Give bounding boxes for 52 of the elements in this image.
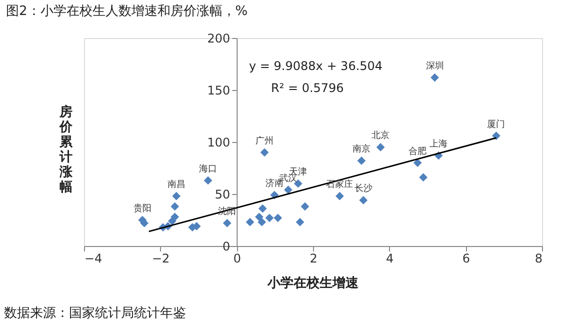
x-tick-label: 2 (310, 252, 318, 266)
point (260, 148, 269, 157)
annotation: 南京 (352, 144, 370, 155)
point (413, 158, 422, 167)
point (359, 196, 368, 204)
source-note: 数据来源：国家统计局统计年鉴 (4, 305, 186, 321)
annotation: y = 9.9088x + 36.504 (249, 59, 383, 73)
annotation: 南昌 (167, 179, 186, 190)
point (170, 202, 180, 211)
point (204, 176, 212, 185)
point (430, 73, 439, 82)
point (296, 218, 304, 226)
annotation: 合肥 (408, 146, 427, 157)
point (274, 214, 282, 222)
y-tick-label: 100 (207, 136, 230, 150)
x-tick-label: 4 (386, 252, 394, 266)
x-tick-label: 0 (233, 252, 241, 266)
x-tick-label: 6 (462, 252, 470, 266)
point (419, 173, 428, 182)
point (222, 218, 232, 228)
annotation: 广州 (256, 135, 274, 146)
point (357, 156, 366, 165)
annotation: 上海 (430, 138, 448, 150)
point (258, 204, 267, 213)
point (376, 143, 385, 152)
point (255, 212, 264, 222)
x-tick-label: −4 (84, 252, 102, 266)
point (172, 192, 181, 200)
annotation: R² = 0.5796 (271, 81, 344, 95)
point (246, 218, 254, 226)
chart-title: 图2：小学在校生人数增速和房价涨幅，% (6, 3, 248, 19)
y-tick-label: 200 (207, 32, 230, 46)
annotation: 深圳 (426, 60, 444, 72)
point (300, 202, 310, 211)
x-axis-title: 小学在校生增速 (266, 275, 360, 291)
y-tick-label: 150 (207, 84, 230, 98)
y-axis-title: 房价累计涨幅 (58, 104, 74, 195)
point (170, 212, 180, 222)
point (336, 192, 344, 200)
point (284, 186, 292, 194)
annotation: 厦门 (487, 118, 506, 130)
point (492, 132, 500, 140)
x-tick-label: −2 (152, 252, 170, 266)
y-tick-label: 50 (214, 188, 230, 202)
annotation: 海口 (199, 163, 218, 174)
point (265, 214, 274, 222)
annotation: 长沙 (354, 183, 372, 194)
annotation: 北京 (372, 130, 390, 142)
annotation: 贵阳 (133, 203, 152, 214)
point (258, 218, 266, 226)
x-tick-label: 8 (534, 252, 542, 266)
annotation: 石家庄 (326, 179, 354, 190)
